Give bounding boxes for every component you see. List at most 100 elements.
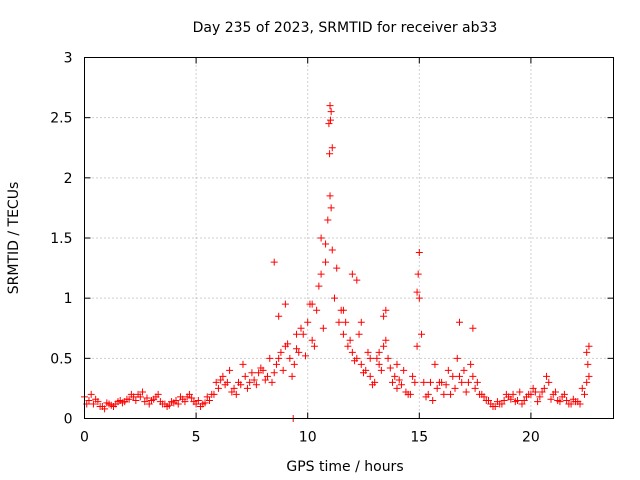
data-point	[460, 366, 468, 374]
data-point	[485, 396, 493, 404]
data-point	[375, 348, 383, 356]
data-point	[578, 384, 586, 392]
data-point	[507, 395, 515, 403]
data-point	[563, 396, 571, 404]
data-point	[327, 108, 335, 116]
data-point	[281, 300, 289, 308]
data-point	[556, 398, 564, 406]
data-point	[87, 390, 95, 398]
x-tick-label: 15	[410, 430, 428, 446]
data-point	[583, 348, 591, 356]
data-point	[580, 390, 588, 398]
y-tick-labels: 0 0.5 1 1.5 2 2.5 3	[50, 51, 72, 428]
data-point	[364, 348, 372, 356]
data-point	[275, 312, 283, 320]
data-point	[313, 306, 321, 314]
data-point	[584, 360, 592, 368]
y-tick-label: 2	[64, 171, 73, 187]
data-point	[489, 402, 497, 410]
data-point	[304, 318, 312, 326]
data-point	[348, 348, 356, 356]
data-point	[132, 396, 140, 404]
data-point	[85, 396, 93, 404]
data-point	[431, 360, 439, 368]
data-point	[348, 270, 356, 278]
data-point	[413, 288, 421, 296]
data-point	[141, 398, 149, 406]
x-tick-label: 10	[299, 430, 317, 446]
data-point	[219, 372, 227, 380]
data-point	[277, 348, 285, 356]
data-point	[453, 354, 461, 362]
data-point	[250, 376, 258, 384]
data-point	[464, 378, 472, 386]
data-point	[525, 390, 533, 398]
data-point	[375, 360, 383, 368]
data-point	[444, 366, 452, 374]
y-tick-label: 1	[64, 291, 73, 307]
data-point	[583, 378, 591, 386]
data-point	[393, 360, 401, 368]
data-point	[194, 396, 202, 404]
data-point	[270, 258, 278, 266]
data-point	[174, 400, 182, 408]
data-point	[246, 378, 254, 386]
chart-title: Day 235 of 2023, SRMTID for receiver ab3…	[193, 20, 498, 36]
data-point	[429, 396, 437, 404]
data-point	[181, 398, 189, 406]
data-point	[339, 330, 347, 338]
data-point	[355, 330, 363, 338]
data-point	[382, 306, 390, 314]
data-point	[397, 381, 405, 389]
data-point	[469, 324, 477, 332]
data-point	[518, 400, 526, 408]
data-point	[230, 384, 238, 392]
data-point	[360, 369, 368, 377]
data-point	[415, 294, 423, 302]
data-point	[143, 394, 151, 402]
data-point	[301, 352, 309, 360]
data-point	[351, 357, 359, 365]
data-point	[96, 402, 104, 410]
data-point	[536, 393, 544, 401]
x-tick-labels: 0 5 10 15 20	[80, 430, 540, 446]
data-point	[322, 240, 330, 248]
data-point	[308, 300, 316, 308]
data-point	[150, 395, 158, 403]
data-point	[366, 354, 374, 362]
data-point	[199, 400, 207, 408]
data-point	[433, 384, 441, 392]
data-point	[243, 384, 251, 392]
data-point	[322, 258, 330, 266]
data-point	[458, 378, 466, 386]
data-point	[395, 376, 403, 384]
data-point	[516, 388, 524, 396]
data-point	[315, 282, 323, 290]
data-point	[377, 366, 385, 374]
y-tick-label: 2.5	[50, 111, 72, 127]
data-point	[384, 354, 392, 362]
data-point	[317, 234, 325, 242]
data-point	[326, 102, 334, 110]
data-point	[547, 395, 555, 403]
data-point	[480, 393, 488, 401]
data-point	[569, 395, 577, 403]
data-point	[467, 360, 475, 368]
data-point	[373, 354, 381, 362]
data-point	[288, 372, 296, 380]
data-point	[319, 324, 327, 332]
x-axis-label: GPS time / hours	[286, 459, 403, 475]
data-point	[293, 330, 301, 338]
data-point	[330, 294, 338, 302]
data-point	[442, 381, 450, 389]
data-point	[413, 342, 421, 350]
data-point	[534, 398, 542, 406]
data-point	[235, 378, 243, 386]
data-point	[328, 144, 336, 152]
data-point	[493, 398, 501, 406]
y-tick-label: 1.5	[50, 231, 72, 247]
data-point	[168, 398, 176, 406]
data-point	[114, 398, 122, 406]
data-point	[574, 398, 582, 406]
data-point	[295, 348, 303, 356]
